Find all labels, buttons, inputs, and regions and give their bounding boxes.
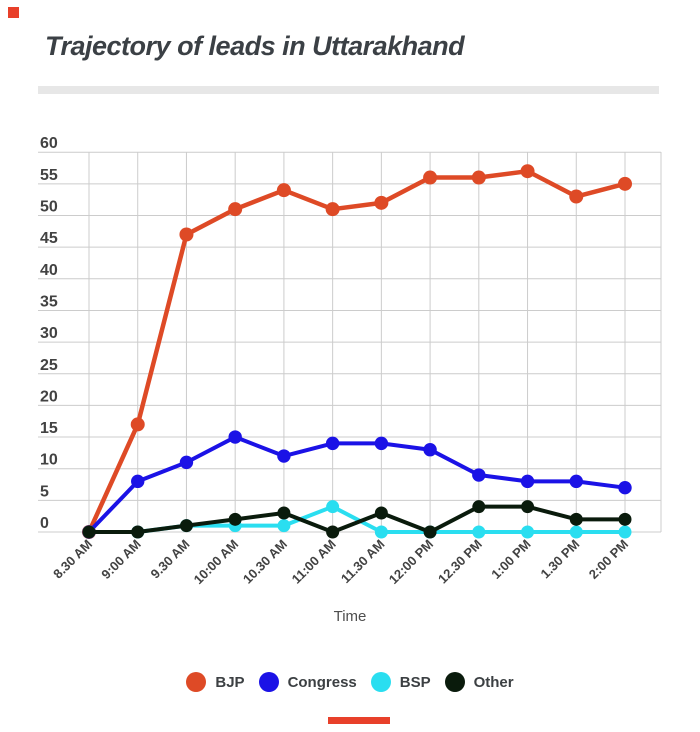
data-point-bjp <box>276 183 291 198</box>
y-tick-label: 0 <box>40 515 49 532</box>
x-tick-label: 8.30 AM <box>50 537 95 582</box>
x-tick-label: 1.30 PM <box>538 537 583 582</box>
data-point-congress <box>472 468 486 482</box>
y-tick-label: 15 <box>40 420 58 437</box>
y-tick-label: 60 <box>40 135 58 152</box>
x-tick-label: 10.30 AM <box>240 537 290 587</box>
data-point-bjp <box>569 189 584 204</box>
legend-label-congress: Congress <box>287 673 357 691</box>
legend-item-bsp: BSP <box>370 672 431 692</box>
y-axis-labels: 0 5 10 15 20 25 30 35 40 45 50 55 60 <box>40 135 58 532</box>
data-point-bjp <box>179 227 194 242</box>
legend-dot-congress <box>258 672 279 692</box>
y-tick-label: 25 <box>40 357 58 374</box>
data-point-other <box>618 512 632 526</box>
x-tick-label: 9.30 AM <box>148 537 193 582</box>
data-point-congress <box>277 449 291 463</box>
data-point-bjp <box>471 170 486 185</box>
legend-label-bjp: BJP <box>215 673 245 691</box>
data-point-congress <box>325 436 340 451</box>
legend-dot-bjp <box>186 672 207 692</box>
series-congress <box>82 430 632 539</box>
y-tick-label: 10 <box>40 452 58 469</box>
bottom-accent-bar <box>328 717 390 724</box>
data-point-congress <box>131 474 145 489</box>
x-tick-label: 2:00 PM <box>586 537 631 582</box>
x-tick-label: 9:00 AM <box>98 537 144 583</box>
data-point-other <box>569 512 583 526</box>
data-point-bsp <box>472 525 486 539</box>
gridlines <box>38 151 662 533</box>
y-tick-label: 20 <box>40 388 58 405</box>
series-bjp <box>82 164 632 539</box>
line-chart: 0 5 10 15 20 25 30 35 40 45 50 55 60 8.30 AM 9:00 AM 9.… <box>38 135 662 588</box>
data-point-other <box>521 500 535 514</box>
corner-accent-mark <box>8 7 19 18</box>
legend-dot-bsp <box>370 672 391 692</box>
x-tick-label: 11:00 AM <box>289 537 339 587</box>
y-tick-label: 50 <box>40 199 58 216</box>
series-line-bjp <box>86 168 628 535</box>
data-point-congress <box>374 436 389 451</box>
y-tick-label: 45 <box>40 230 58 247</box>
title-divider <box>38 86 659 94</box>
data-point-bjp <box>130 417 145 432</box>
series-bsp <box>82 500 632 539</box>
data-point-bjp <box>325 202 340 217</box>
data-point-congress <box>569 474 583 489</box>
chart-legend: BJP Congress BSP Other <box>0 672 700 692</box>
y-tick-label: 5 <box>40 483 49 500</box>
data-point-bjp <box>423 170 438 185</box>
legend-item-bjp: BJP <box>186 672 245 692</box>
data-point-other <box>228 512 242 526</box>
data-point-bjp <box>617 176 632 191</box>
data-point-other <box>179 519 193 533</box>
data-point-bsp <box>277 519 291 533</box>
y-tick-label: 55 <box>40 167 58 184</box>
y-tick-label: 30 <box>40 325 58 342</box>
data-point-bjp <box>228 202 243 217</box>
legend-dot-other <box>444 672 465 692</box>
data-point-bsp <box>374 525 388 539</box>
data-point-congress <box>423 443 437 457</box>
data-point-other <box>131 525 145 539</box>
data-point-other <box>82 525 96 539</box>
y-tick-label: 35 <box>40 293 58 310</box>
data-point-congress <box>618 480 632 495</box>
data-point-congress <box>228 430 242 444</box>
x-axis-title: Time <box>333 608 367 625</box>
series-line-other <box>87 504 627 534</box>
data-point-bsp <box>521 525 535 539</box>
legend-item-congress: Congress <box>258 672 357 692</box>
data-point-bjp <box>374 195 389 210</box>
x-tick-label: 12.30 PM <box>435 537 485 587</box>
legend-label-bsp: BSP <box>399 673 431 691</box>
x-tick-label: 10:00 AM <box>191 537 242 588</box>
data-point-bjp <box>520 164 535 179</box>
series-line-congress <box>87 435 627 534</box>
data-point-other <box>277 506 291 520</box>
data-point-bsp <box>569 525 583 539</box>
data-point-congress <box>179 455 194 470</box>
data-point-other <box>326 525 340 539</box>
legend-label-other: Other <box>473 673 514 691</box>
x-tick-label: 1:00 PM <box>488 537 533 582</box>
data-point-other <box>423 525 437 539</box>
data-point-congress <box>520 474 535 489</box>
series-other <box>82 500 632 539</box>
y-tick-label: 40 <box>40 262 58 279</box>
data-point-bsp <box>326 500 340 514</box>
x-tick-label: 12:00 PM <box>386 537 436 587</box>
data-point-other <box>374 506 388 520</box>
data-point-other <box>472 500 486 514</box>
x-tick-label: 11.30 AM <box>338 537 388 587</box>
chart-title: Trajectory of leads in Uttarakhand <box>45 31 465 61</box>
data-point-bsp <box>618 525 632 539</box>
legend-item-other: Other <box>444 672 514 692</box>
